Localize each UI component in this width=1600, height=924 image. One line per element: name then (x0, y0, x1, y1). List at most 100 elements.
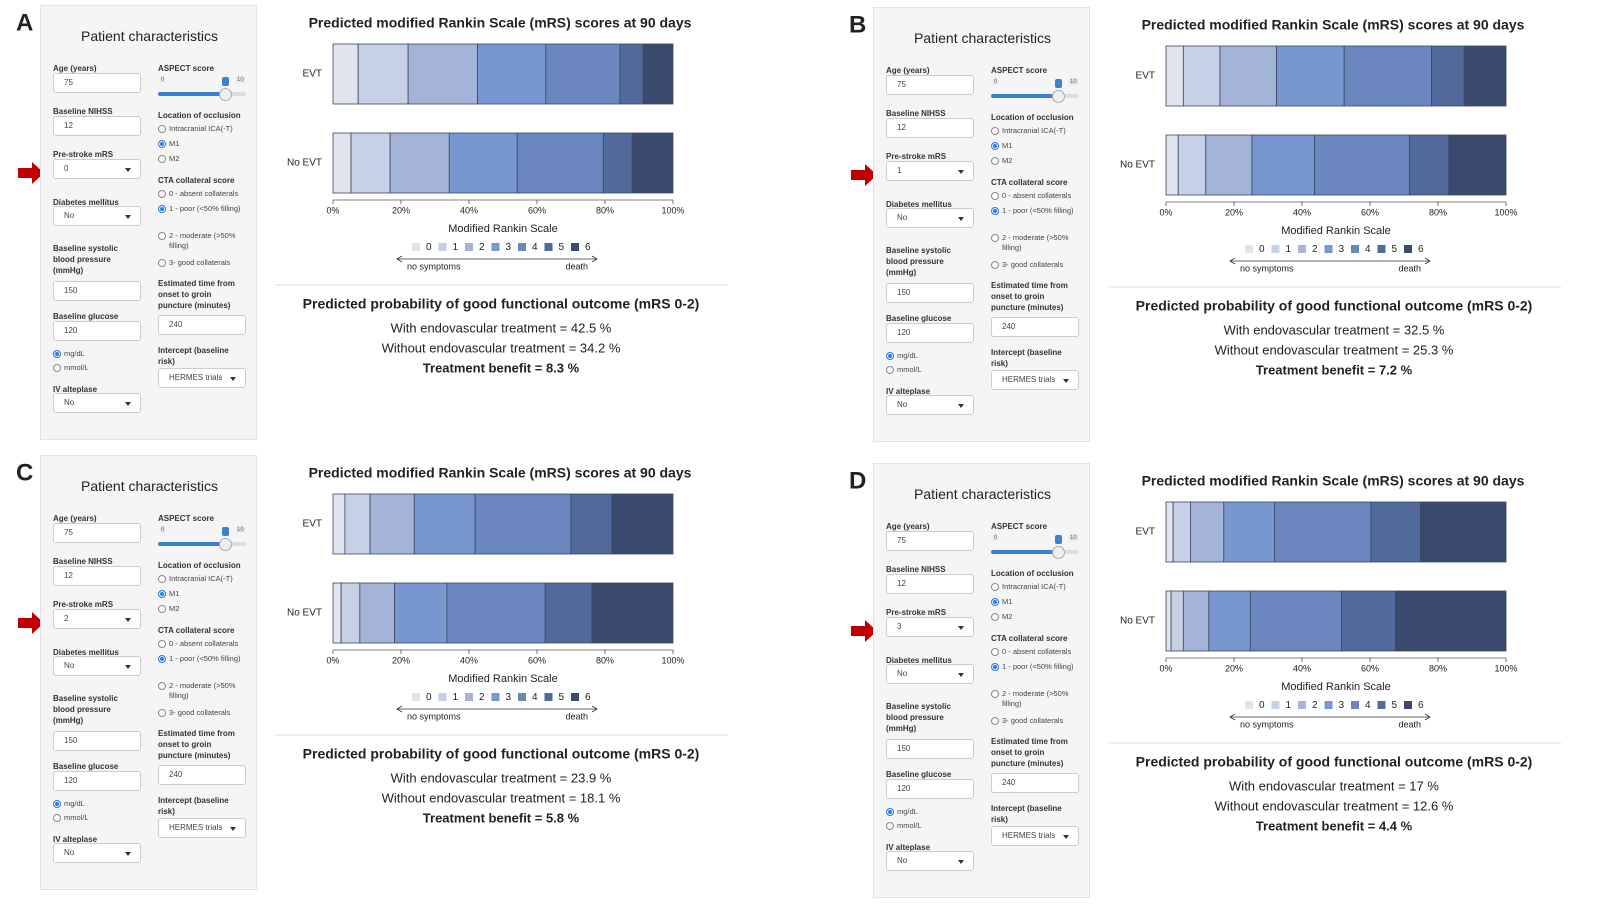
legend-label: 2 (479, 242, 485, 253)
radio-button[interactable] (886, 808, 894, 816)
select-input[interactable]: No (53, 206, 141, 226)
select-caret (1063, 379, 1069, 383)
slider-fill (158, 542, 226, 546)
radio-button[interactable] (53, 350, 61, 358)
radio-button[interactable] (991, 648, 999, 656)
radio-button[interactable] (991, 261, 999, 269)
radio-button[interactable] (158, 140, 166, 148)
text-input[interactable]: 120 (886, 323, 974, 343)
panel-chart: B Predicted modified Rankin Scale (mRS) s… (849, 11, 1561, 377)
slider-knob[interactable] (219, 538, 232, 551)
radio-button[interactable] (158, 259, 166, 267)
radio-button[interactable] (991, 717, 999, 725)
text-input[interactable]: 240 (158, 315, 246, 335)
select-input[interactable]: No (53, 393, 141, 413)
slider-knob[interactable] (1052, 90, 1065, 103)
text-input[interactable]: 240 (991, 773, 1079, 793)
text-input[interactable]: 240 (991, 317, 1079, 337)
text-input[interactable]: 150 (886, 739, 974, 759)
radio-button[interactable] (991, 192, 999, 200)
select-input[interactable]: No (886, 851, 974, 871)
radio-button[interactable] (158, 155, 166, 163)
select-input[interactable]: 3 (886, 617, 974, 637)
field-label: CTA collateral score (991, 178, 1068, 187)
radio-button[interactable] (158, 125, 166, 133)
text-input[interactable]: 150 (53, 281, 141, 301)
radio-button[interactable] (158, 590, 166, 598)
text-input[interactable]: 75 (886, 75, 974, 95)
select-input[interactable]: No (886, 664, 974, 684)
text-input[interactable]: 12 (886, 574, 974, 594)
radio-button[interactable] (991, 690, 999, 698)
radio-button[interactable] (991, 142, 999, 150)
radio-button[interactable] (158, 709, 166, 717)
text-input[interactable]: 120 (53, 321, 141, 341)
text-input[interactable]: 150 (53, 731, 141, 751)
text-input[interactable]: 120 (886, 779, 974, 799)
radio-button[interactable] (158, 682, 166, 690)
text-input[interactable]: 75 (53, 523, 141, 543)
select-input[interactable]: HERMES trials (158, 368, 246, 388)
radio-button[interactable] (158, 605, 166, 613)
text-input[interactable]: 150 (886, 283, 974, 303)
text-input[interactable]: 120 (53, 771, 141, 791)
text-input[interactable]: 75 (53, 73, 141, 93)
radio-button[interactable] (158, 190, 166, 198)
legend-label: 3 (506, 692, 512, 703)
x-tick-label: 100% (661, 655, 684, 665)
radio-button[interactable] (158, 575, 166, 583)
radio-button[interactable] (158, 640, 166, 648)
radio-button[interactable] (991, 207, 999, 215)
panel: C Predicted modified Rankin Scale (mRS) s… (0, 450, 767, 912)
radio-button[interactable] (886, 822, 894, 830)
select-input[interactable]: HERMES trials (991, 370, 1079, 390)
radio-button[interactable] (991, 613, 999, 621)
radio-button[interactable] (991, 127, 999, 135)
radio-button[interactable] (991, 598, 999, 606)
radio-label: mmol/L (897, 365, 922, 374)
select-input[interactable]: No (53, 656, 141, 676)
select-input[interactable]: HERMES trials (158, 818, 246, 838)
text-input[interactable]: 75 (886, 531, 974, 551)
field-label: IV alteplase (886, 387, 931, 396)
slider-knob[interactable] (219, 88, 232, 101)
outcome-without: Without endovascular treatment = 25.3 % (1215, 342, 1454, 357)
select-input[interactable]: 0 (53, 159, 141, 179)
form-title: Patient characteristics (81, 478, 218, 494)
radio-button[interactable] (158, 232, 166, 240)
radio-label: 1 - poor (<50% filling) (1002, 662, 1074, 671)
text-input[interactable]: 240 (158, 765, 246, 785)
legend-label: 2 (1312, 244, 1318, 255)
radio-button[interactable] (991, 663, 999, 671)
radio-button[interactable] (53, 814, 61, 822)
select-input[interactable]: 1 (886, 161, 974, 181)
select-input[interactable]: HERMES trials (991, 826, 1079, 846)
text-input[interactable]: 12 (886, 118, 974, 138)
bar-segment (474, 493, 572, 555)
text-input[interactable]: 12 (53, 566, 141, 586)
select-input[interactable]: 2 (53, 609, 141, 629)
radio-button[interactable] (53, 800, 61, 808)
radio-button[interactable] (158, 205, 166, 213)
radio-button[interactable] (991, 157, 999, 165)
radio-button[interactable] (158, 655, 166, 663)
bar-segment (1395, 590, 1507, 652)
legend-label: 2 (479, 692, 485, 703)
radio-button[interactable] (53, 364, 61, 372)
select-input[interactable]: No (886, 395, 974, 415)
radio-button[interactable] (991, 583, 999, 591)
field-label: IV alteplase (53, 385, 98, 394)
field-label: Estimated time from onset to groin punct… (158, 279, 235, 310)
bar-segment (642, 43, 674, 105)
slider-knob[interactable] (1052, 546, 1065, 559)
bar-segment (446, 582, 546, 644)
select-input[interactable]: No (886, 208, 974, 228)
radio-button[interactable] (886, 352, 894, 360)
legend-label: 6 (1418, 244, 1424, 255)
radio-button[interactable] (886, 366, 894, 374)
radio-button[interactable] (991, 234, 999, 242)
select-input[interactable]: No (53, 843, 141, 863)
text-input[interactable]: 12 (53, 116, 141, 136)
legend-label: 4 (1365, 700, 1371, 711)
slider-fill (991, 550, 1059, 554)
